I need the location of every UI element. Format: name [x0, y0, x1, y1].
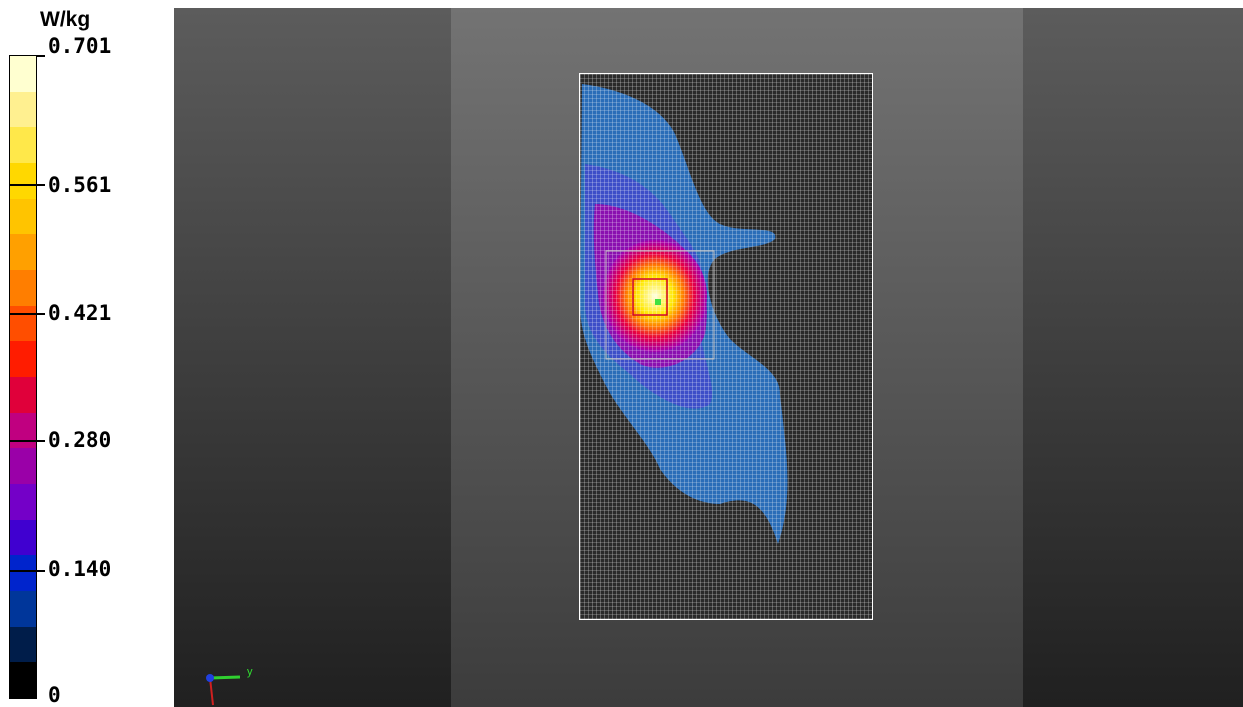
colorbar-divider	[9, 313, 37, 315]
3d-viewport[interactable]: y	[174, 8, 1243, 707]
colorbar-swatch	[10, 626, 36, 663]
sar-contour-map	[580, 74, 872, 619]
tick-mark	[36, 440, 45, 442]
colorbar-swatch	[10, 162, 36, 199]
colorbar-swatch	[10, 662, 36, 698]
tick-label-min: 0	[48, 683, 61, 707]
axis-y-label: y	[247, 666, 253, 678]
colorbar	[9, 55, 37, 699]
colorbar-swatch	[10, 555, 36, 591]
colorbar-swatch	[10, 305, 36, 342]
colorbar-swatch	[10, 127, 36, 163]
tick-mark	[36, 55, 45, 57]
colorbar-swatch	[10, 56, 36, 92]
colorbar-swatch	[10, 269, 36, 306]
colorbar-swatch	[10, 448, 36, 484]
colorbar-divider	[9, 184, 37, 186]
peak-cube-box	[632, 278, 668, 316]
peak-marker	[655, 299, 661, 305]
legend-unit-label: W/kg	[40, 8, 91, 31]
tick-label: 0.140	[48, 557, 112, 581]
tick-mark	[36, 313, 45, 315]
tick-label-max: 0.701	[48, 34, 112, 58]
colorbar-swatch	[10, 341, 36, 377]
colorbar-divider	[9, 570, 37, 572]
tick-label: 0.280	[48, 428, 112, 452]
colorbar-legend: W/kg 0.701 0.561 0.421 0.280 0.140 0	[0, 0, 174, 707]
tick-mark	[36, 184, 45, 186]
mesh-overlay	[580, 74, 872, 619]
tick-mark	[36, 570, 45, 572]
colorbar-swatch	[10, 519, 36, 556]
colorbar-swatch	[10, 412, 36, 449]
measurement-grid	[579, 73, 873, 620]
zoom-scan-box	[605, 250, 715, 360]
axis-triad-icon: y	[206, 666, 253, 706]
tick-label: 0.421	[48, 301, 112, 325]
tick-label: 0.561	[48, 173, 112, 197]
colorbar-swatch	[10, 91, 36, 128]
colorbar-swatch	[10, 590, 36, 627]
colorbar-divider	[9, 440, 37, 442]
colorbar-swatch	[10, 198, 36, 235]
colorbar-swatch	[10, 376, 36, 413]
colorbar-swatch	[10, 234, 36, 270]
colorbar-swatch	[10, 483, 36, 520]
